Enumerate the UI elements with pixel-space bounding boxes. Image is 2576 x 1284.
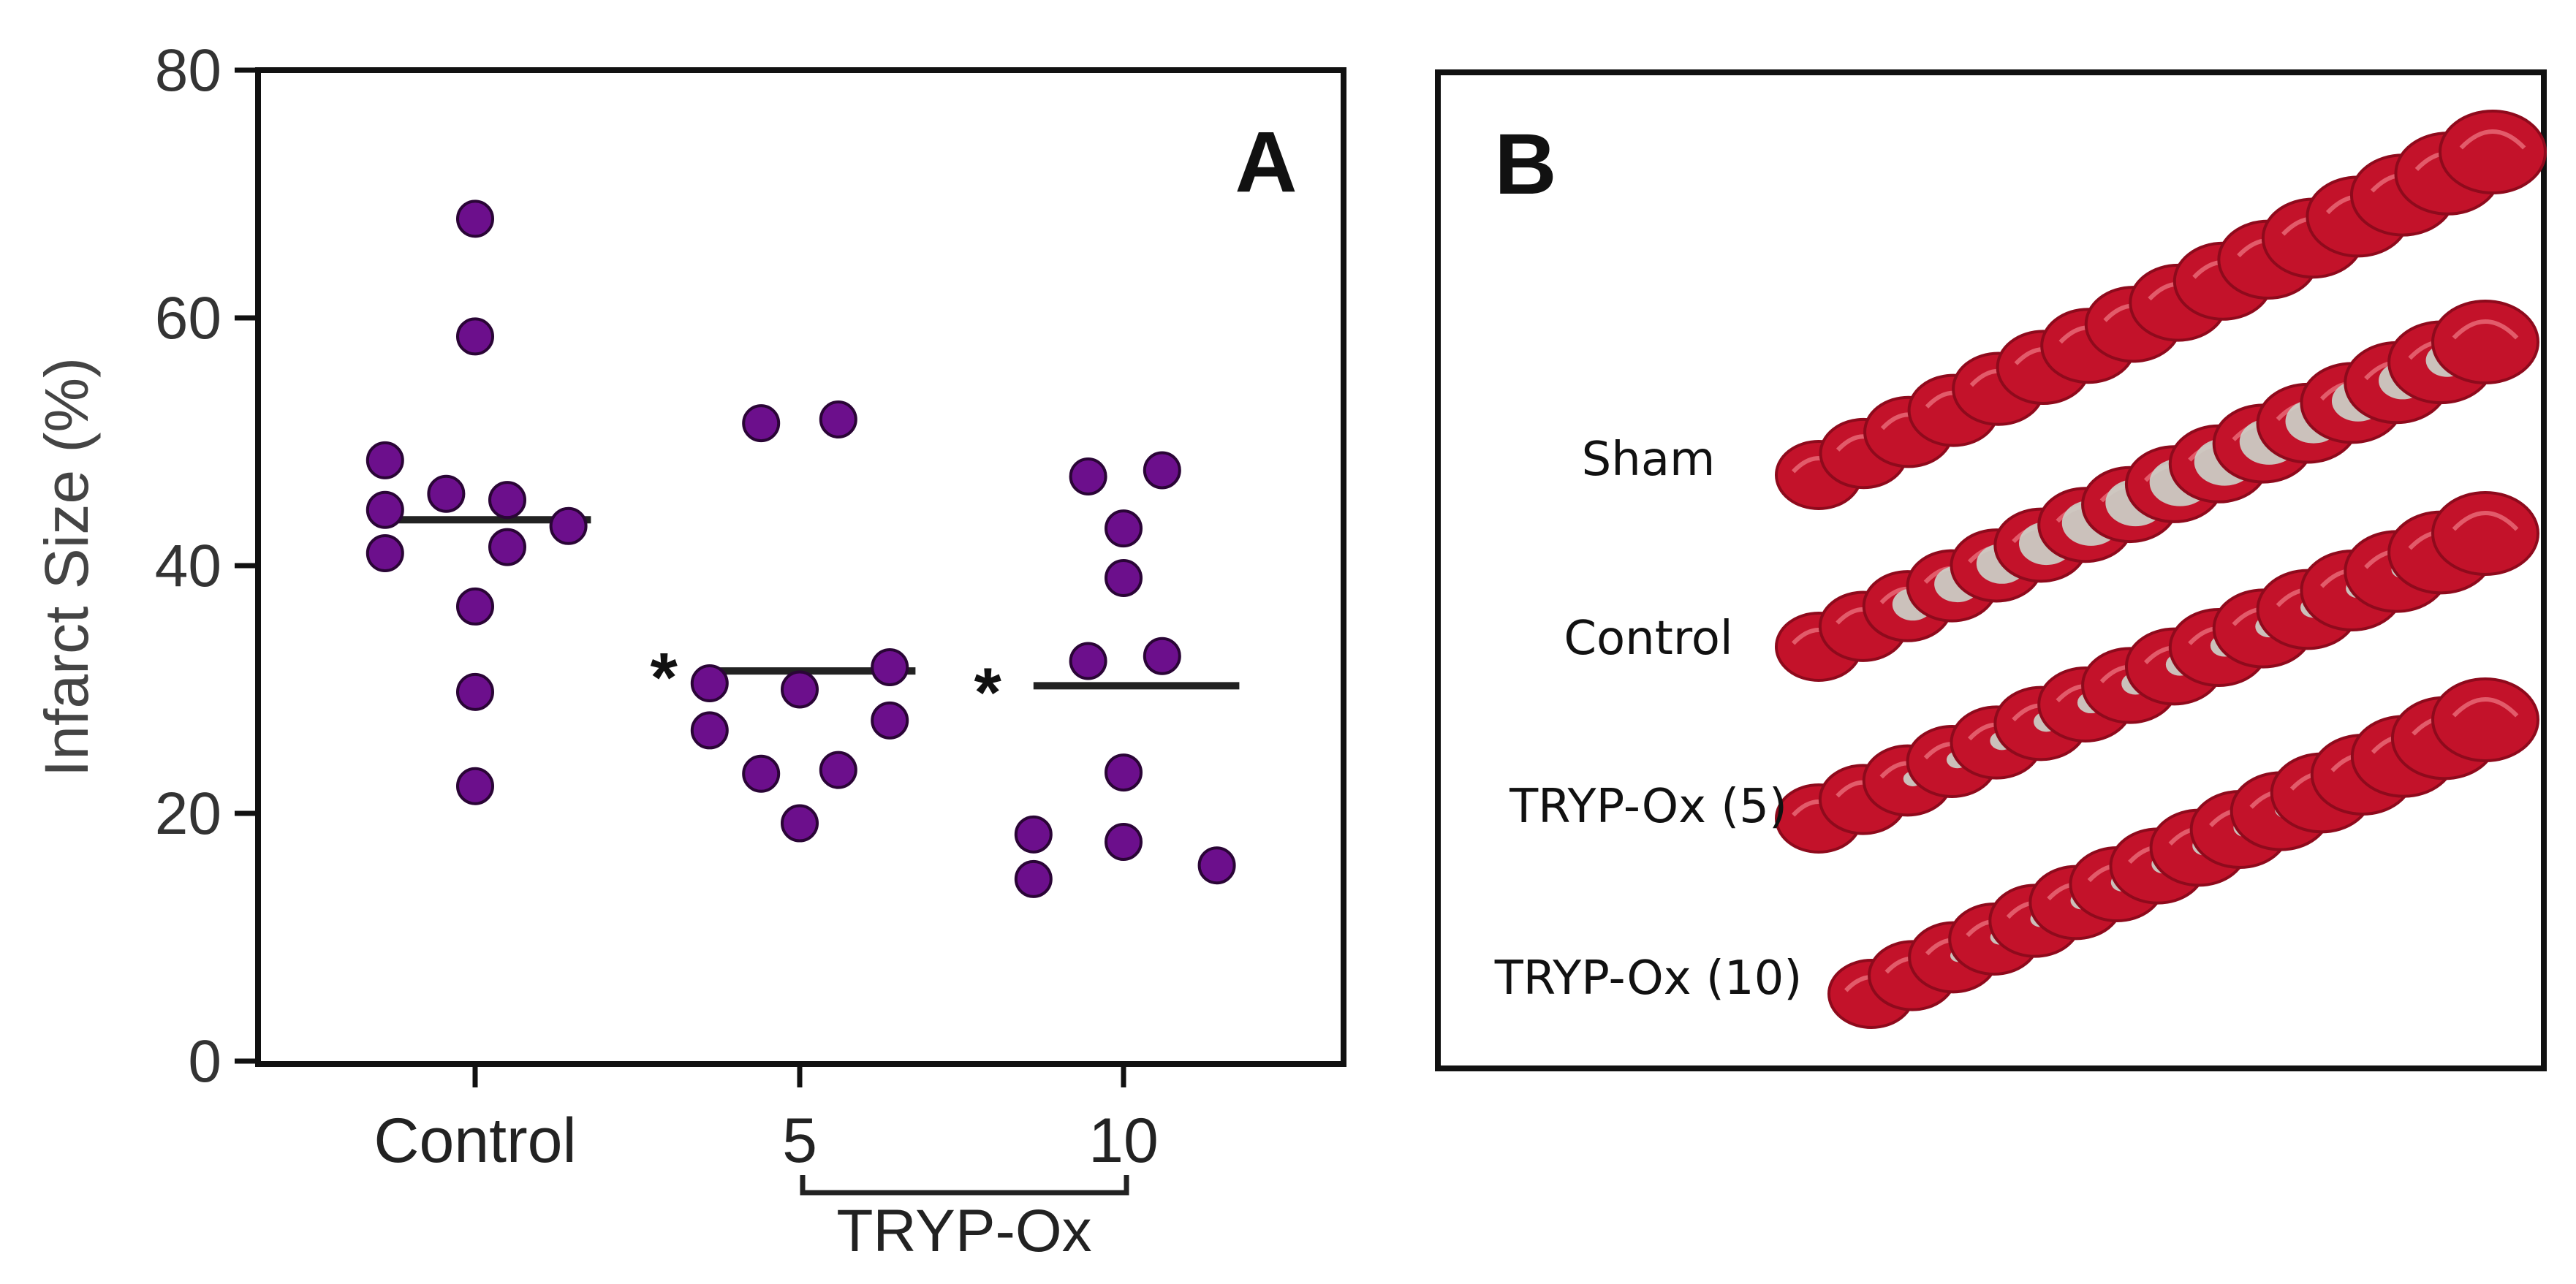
bracket-line — [800, 1175, 1129, 1196]
x-axis-ticks: Control 5 10 — [374, 1064, 1159, 1176]
slice-strip — [1827, 677, 2539, 1029]
data-points — [365, 200, 1236, 898]
panel-b-brain-slices: B Sham Control TRYP-Ox (5) TRYP-Ox (10) — [1435, 69, 2547, 1071]
data-point — [819, 751, 857, 789]
brain-slice — [2431, 300, 2539, 384]
data-point — [1105, 822, 1143, 861]
data-point — [365, 534, 404, 573]
data-point — [365, 490, 404, 529]
data-point — [456, 200, 494, 238]
brain-slice — [2439, 110, 2547, 194]
data-point — [1014, 815, 1053, 854]
y-tick-label: 20 — [155, 780, 221, 847]
slice-strip — [1775, 110, 2547, 510]
row-label: TRYP-Ox (10) — [1494, 951, 1803, 1006]
data-point — [819, 400, 857, 438]
x-tick-label: Control — [374, 1106, 576, 1176]
row-label: Control — [1564, 612, 1732, 666]
data-point — [690, 711, 729, 750]
data-point — [1069, 642, 1107, 680]
data-point — [488, 528, 526, 566]
data-point — [781, 804, 819, 843]
significance-star: * — [974, 653, 1001, 732]
data-point — [1105, 558, 1143, 597]
data-point — [690, 664, 729, 703]
y-tick-label: 0 — [188, 1028, 221, 1095]
brain-slice — [2431, 491, 2539, 576]
bracket-label: TRYP-Ox — [836, 1198, 1091, 1264]
slice-highlight — [2452, 697, 2519, 718]
data-point — [456, 317, 494, 356]
data-point — [1143, 451, 1181, 490]
plot-frame — [255, 67, 1346, 1067]
data-point — [365, 441, 404, 479]
y-axis-label: Infarct Size (%) — [32, 357, 101, 777]
tryp-ox-bracket: TRYP-Ox — [800, 1175, 1129, 1264]
data-point — [871, 647, 909, 686]
data-point — [1069, 457, 1107, 495]
panel-b-label: B — [1494, 116, 1556, 213]
slice-highlight — [2452, 319, 2519, 340]
row-label: TRYP-Ox (5) — [1509, 780, 1787, 834]
data-point — [427, 474, 466, 513]
y-tick-label: 80 — [155, 37, 221, 104]
data-point — [781, 670, 819, 709]
data-point — [1143, 637, 1181, 675]
data-point — [871, 701, 909, 740]
data-point — [742, 754, 781, 793]
x-tick-label: 5 — [782, 1106, 817, 1176]
data-point — [742, 404, 781, 443]
data-point — [549, 506, 588, 545]
brain-slice — [2431, 677, 2539, 762]
slice-strip — [1775, 300, 2539, 682]
data-point — [1105, 509, 1143, 548]
slice-strip — [1775, 491, 2539, 854]
row-label: Sham — [1582, 433, 1716, 487]
y-axis-ticks: 0 20 40 60 80 — [155, 37, 258, 1095]
data-point — [456, 672, 494, 711]
slice-highlight — [2452, 511, 2519, 531]
row-labels: Sham Control TRYP-Ox (5) TRYP-Ox (10) — [1494, 433, 1803, 1006]
y-tick-label: 40 — [155, 533, 221, 599]
y-tick-label: 60 — [155, 285, 221, 352]
x-tick-label: 10 — [1088, 1106, 1159, 1176]
data-point — [1014, 859, 1053, 898]
panel-a-label: A — [1235, 114, 1297, 210]
data-point — [456, 767, 494, 805]
data-point — [488, 481, 526, 520]
slice-rows — [1775, 110, 2547, 1029]
data-point — [1105, 753, 1143, 792]
significance-star: * — [650, 639, 678, 717]
data-point — [1197, 846, 1236, 885]
data-point — [456, 587, 494, 626]
slice-highlight — [2459, 129, 2526, 150]
